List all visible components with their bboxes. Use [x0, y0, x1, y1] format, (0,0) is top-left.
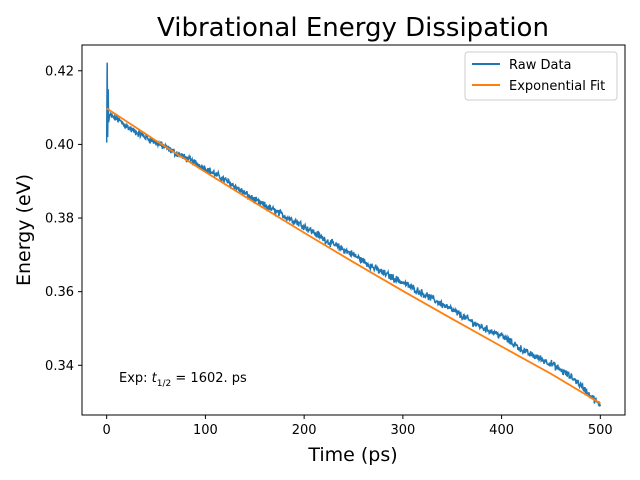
chart-title: Vibrational Energy Dissipation [157, 13, 549, 43]
x-tick-label: 400 [489, 423, 514, 438]
x-axis-ticks: 0 100 200 300 400 500 [103, 415, 613, 438]
y-tick-label: 0.38 [45, 212, 74, 227]
legend: Raw Data Exponential Fit [464, 51, 618, 101]
annotation-symbol: t [152, 371, 158, 386]
y-tick-label: 0.40 [45, 138, 74, 153]
x-axis-label: Time (ps) [307, 444, 397, 466]
x-tick-label: 100 [193, 423, 218, 438]
x-tick-label: 300 [390, 423, 415, 438]
x-tick-label: 200 [292, 423, 317, 438]
plot-area [105, 62, 602, 407]
legend-box [464, 51, 618, 101]
series-line-raw-data [105, 62, 602, 407]
annotation-suffix: = 1602. ps [171, 371, 247, 386]
annotation-subscript: 1/2 [157, 379, 171, 389]
y-tick-label: 0.34 [45, 359, 74, 374]
legend-label-raw-data: Raw Data [509, 58, 572, 73]
axes-frame [81, 44, 626, 416]
half-life-annotation: Exp: t1/2 = 1602. ps [119, 371, 247, 389]
legend-label-exponential-fit: Exponential Fit [509, 79, 605, 94]
x-tick-label: 0 [103, 423, 111, 438]
y-axis-label: Energy (eV) [13, 174, 35, 286]
y-axis-ticks: 0.34 0.36 0.38 0.40 0.42 [45, 64, 82, 374]
x-tick-label: 500 [588, 423, 613, 438]
annotation-prefix: Exp: [119, 371, 152, 386]
y-tick-label: 0.42 [45, 64, 74, 79]
series-line-exponential-fit [106, 107, 601, 404]
y-tick-label: 0.36 [45, 285, 74, 300]
